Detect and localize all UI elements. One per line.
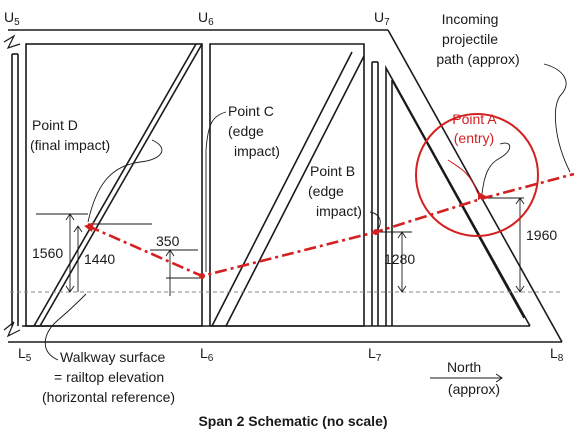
panel-2-diagonal-b — [225, 55, 365, 327]
node-u6: U6 — [198, 9, 214, 28]
end-panel-triangle — [385, 64, 531, 327]
panel-1-diagonal-a — [33, 43, 197, 327]
node-u5: U5 — [4, 9, 20, 28]
point-c-label: Point C (edge impact) — [228, 103, 280, 159]
leader-walkway — [44, 293, 87, 361]
node-l8: L8 — [550, 345, 564, 364]
end-panel-diagonal — [391, 79, 525, 319]
leader-point-a-red — [447, 159, 479, 195]
leader-point-d — [87, 139, 163, 223]
point-a-label: Point A (entry) — [452, 111, 499, 146]
dimension-lines — [36, 197, 525, 296]
incoming-path-label: Incoming projectile path (approx) — [436, 11, 519, 67]
point-d-marker — [84, 222, 94, 232]
point-d-label: Point D (final impact) — [30, 117, 110, 153]
leader-point-c — [205, 111, 227, 272]
panel-2-frame — [209, 43, 365, 327]
point-c-marker — [199, 273, 205, 279]
entry-highlight-circle — [415, 113, 539, 237]
point-a-marker — [478, 192, 486, 200]
north-label: North (approx) — [447, 359, 500, 397]
walkway-label: Walkway surface = railtop elevation (hor… — [42, 349, 175, 405]
dimension-1280: 1280 — [384, 251, 415, 267]
leader-lines — [44, 63, 571, 361]
break-mark-bottom — [3, 321, 21, 338]
dimension-1960: 1960 — [526, 227, 557, 243]
leader-point-a — [481, 142, 511, 195]
diagram-caption: Span 2 Schematic (no scale) — [198, 413, 387, 429]
panel-1-diagonal-b — [39, 43, 203, 327]
node-l5: L5 — [18, 345, 32, 364]
truss-structure — [3, 29, 563, 343]
node-l7: L7 — [368, 345, 382, 364]
dimension-1560: 1560 — [32, 245, 63, 261]
leader-incoming — [543, 63, 571, 173]
node-l6: L6 — [200, 345, 214, 364]
node-u7: U7 — [374, 9, 390, 28]
break-mark-top — [3, 34, 21, 50]
impact-markers — [84, 192, 486, 279]
dimension-1440: 1440 — [84, 251, 115, 267]
north-arrow — [430, 373, 503, 383]
point-b-marker — [373, 229, 379, 235]
dimension-350: 350 — [156, 233, 180, 249]
point-b-label: Point B (edge impact) — [308, 163, 362, 219]
panel-1-frame — [25, 43, 203, 327]
panel-2-diagonal-a — [211, 51, 353, 327]
